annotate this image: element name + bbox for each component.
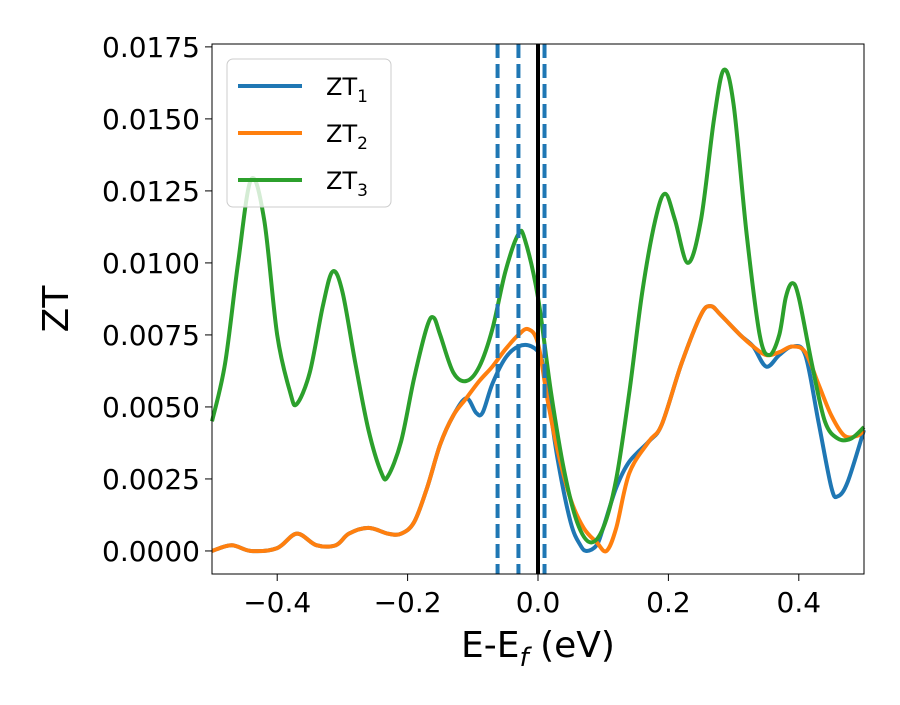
y-tick-label: 0.0025 — [102, 463, 200, 496]
series-layer — [210, 67, 866, 554]
legend-label-zt1: ZT1 — [326, 73, 368, 107]
y-axis-label: ZT — [36, 285, 77, 333]
y-tick-label: 0.0050 — [102, 391, 200, 424]
x-tick-label: 0.0 — [516, 586, 561, 619]
y-tick-label: 0.0175 — [102, 31, 200, 64]
y-axis-ticks: 0.0000 0.0025 0.0050 0.0075 0.0100 0.0125 0.01… — [102, 31, 212, 568]
y-tick-label: 0.0125 — [102, 175, 200, 208]
y-tick-label: 0.0075 — [102, 319, 200, 352]
x-tick-label: 0.2 — [646, 586, 691, 619]
reference-lines — [495, 44, 547, 574]
x-axis-ticks: −0.4 −0.2 0.0 0.2 0.4 — [243, 574, 821, 619]
y-tick-label: 0.0150 — [102, 103, 200, 136]
y-tick-label: 0.0100 — [102, 247, 200, 280]
x-tick-label: −0.2 — [374, 586, 442, 619]
x-tick-label: −0.4 — [243, 586, 311, 619]
legend-box — [226, 58, 392, 208]
y-tick-label: 0.0000 — [102, 535, 200, 568]
legend-label-zt3: ZT3 — [326, 167, 368, 201]
x-tick-label: 0.4 — [777, 586, 822, 619]
legend-items: ZT1 ZT2 ZT3 — [238, 73, 368, 201]
legend: ZT1 ZT2 ZT3 — [226, 58, 392, 208]
x-axis-label: E-Ef (eV) — [461, 625, 615, 673]
legend-label-zt2: ZT2 — [326, 120, 368, 154]
series-line-zt3 — [210, 67, 866, 545]
